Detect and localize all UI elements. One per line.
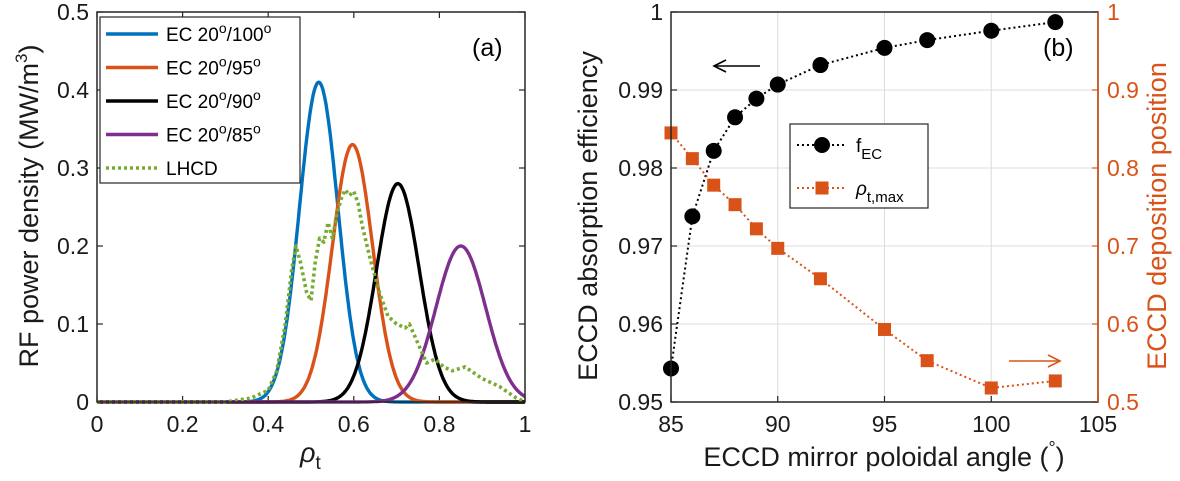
- legend-label-ec95: EC 20o/95o: [166, 54, 261, 80]
- panel-a-axes-box: [96, 11, 526, 403]
- panel-a-ticks: 0 0.2 0.4 0.6 0.8 1 0 0.1 0.2 0.3 0.4 0.5: [57, 0, 531, 437]
- x-tick-label: 0.2: [167, 411, 199, 437]
- data-point-rho: [707, 178, 721, 192]
- data-point-rho: [1048, 374, 1062, 388]
- series-line-rho: [670, 132, 1056, 390]
- right-y-tick-label: 0.7: [1107, 233, 1139, 259]
- data-point-fEC: [1047, 14, 1064, 31]
- panel-b-legend: fEC ρt,max: [789, 123, 929, 209]
- x-tick-label: 90: [765, 411, 791, 437]
- x-tick-label: 0: [91, 411, 104, 437]
- legend-marker-rho: [815, 181, 829, 195]
- legend-marker-fEC: [814, 137, 830, 153]
- right-y-tick-label: 0.5: [1107, 389, 1139, 415]
- data-point-rho: [813, 272, 827, 286]
- data-point-rho: [878, 322, 891, 336]
- data-point-fEC: [684, 208, 701, 225]
- y-tick-label: 0.5: [57, 0, 89, 25]
- x-tick-label: 95: [872, 411, 898, 437]
- y-tick-label: 0.1: [57, 311, 89, 337]
- right-y-tick-label: 0.6: [1107, 311, 1139, 337]
- x-tick-label: 0.8: [423, 411, 455, 437]
- y-tick-label: 0.99: [618, 77, 663, 103]
- legend-box: [789, 123, 929, 209]
- panel-a-label: (a): [472, 34, 503, 62]
- panel-a-legend: EC 20o/100o EC 20o/95o EC 20o/90o EC 20o/85…: [99, 16, 301, 184]
- x-tick-label: 1: [519, 411, 532, 437]
- y-tick-label: 0: [76, 389, 89, 415]
- x-tick-label: 0.4: [252, 411, 284, 437]
- data-point-fEC: [727, 109, 744, 126]
- left-arrow-icon: [712, 59, 760, 73]
- right-y-tick-label: 0.8: [1107, 155, 1139, 181]
- y-tick-label: 0.4: [57, 77, 89, 103]
- y-tick-label: 0.96: [618, 311, 663, 337]
- data-point-fEC: [705, 142, 722, 159]
- legend-label-ec90: EC 20o/90o: [166, 87, 261, 113]
- x-tick-label: 0.6: [338, 411, 370, 437]
- panel-b-efficiency-chart: 85 90 95 100 105 0.95 0.96 0.97 0.98 0.99 1 0.5 0.6 0…: [573, 0, 1172, 472]
- legend-label-ec100: EC 20o/100o: [166, 20, 272, 46]
- data-point-fEC: [769, 76, 786, 93]
- panel-b-x-axis-label: ECCD mirror poloidal angle (°): [703, 438, 1064, 472]
- x-tick-label: 85: [658, 411, 684, 437]
- y-tick-label: 0.98: [618, 155, 663, 181]
- panel-a-y-axis-label: RF power density (MW/m3): [12, 44, 44, 367]
- y-tick-label: 1: [650, 0, 663, 25]
- panel-b-series: [663, 14, 1064, 395]
- y-tick-label: 0.97: [618, 233, 663, 259]
- x-tick-label: 100: [972, 411, 1010, 437]
- data-point-fEC: [748, 90, 765, 107]
- right-arrow-icon: [1009, 354, 1062, 368]
- panel-b-right-y-axis-label: ECCD deposition position: [1142, 62, 1172, 370]
- panel-b-label: (b): [1043, 34, 1074, 62]
- panel-a-x-axis-label: ρt: [299, 438, 321, 474]
- data-point-rho: [920, 354, 934, 368]
- panel-a-power-density-chart: 0 0.2 0.4 0.6 0.8 1 0 0.1 0.2 0.3 0.4 0.5 EC 20o/10…: [12, 0, 531, 474]
- data-point-fEC: [919, 32, 936, 49]
- right-y-tick-label: 1: [1107, 0, 1120, 25]
- legend-label-lhcd: LHCD: [166, 159, 218, 180]
- data-point-fEC: [812, 57, 829, 74]
- legend-label-fEC: fEC: [856, 136, 882, 163]
- y-tick-label: 0.3: [57, 155, 89, 181]
- x-tick-label: 105: [1079, 411, 1117, 437]
- data-point-fEC: [876, 39, 893, 56]
- panel-b-y-axis-label: ECCD absorption efficiency: [573, 51, 603, 381]
- right-y-tick-label: 0.9: [1107, 77, 1139, 103]
- data-point-rho: [749, 222, 763, 236]
- legend-label-ec85: EC 20o/85o: [166, 121, 261, 147]
- data-point-rho: [685, 152, 699, 166]
- data-point-fEC: [983, 22, 1000, 39]
- data-point-rho: [728, 198, 742, 212]
- y-tick-label: 0.2: [57, 233, 89, 259]
- y-tick-label: 0.95: [618, 389, 663, 415]
- panel-b-ticks: 85 90 95 100 105 0.95 0.96 0.97 0.98 0.99 1 0.5 0.6 0…: [618, 0, 1139, 437]
- data-point-rho: [771, 241, 785, 255]
- data-point-rho: [984, 381, 998, 395]
- legend-label-rho: ρt,max: [855, 179, 904, 206]
